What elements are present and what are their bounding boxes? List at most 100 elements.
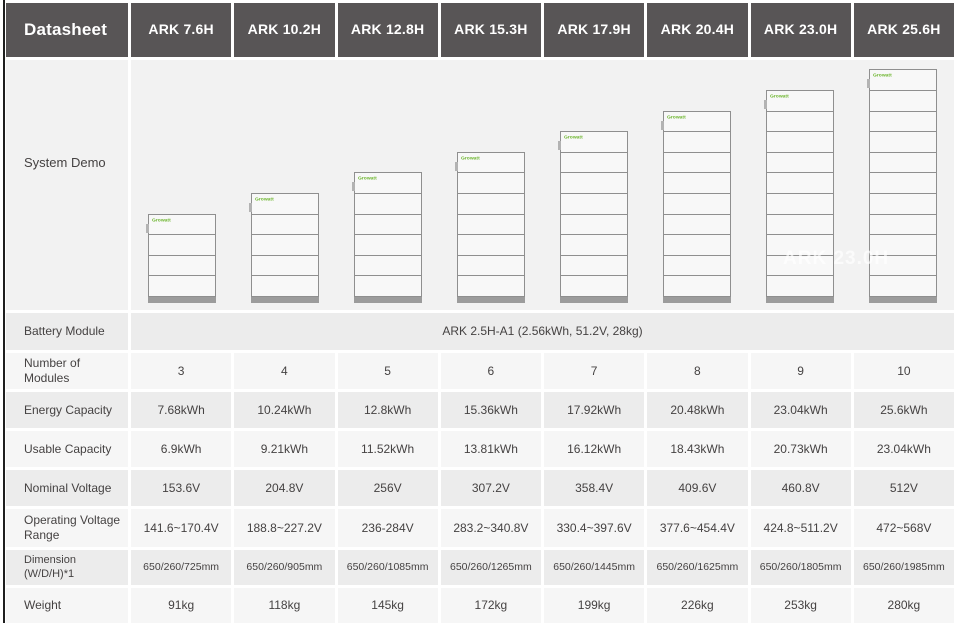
table-cell: 650/260/905mm [234,550,335,585]
column-header-ark-20-4h: ARK 20.4H [647,3,748,57]
stack-handle [352,182,356,192]
growatt-logo: Growatt [563,134,583,140]
table-cell: 15.36kWh [440,392,541,428]
battery-module-segment [354,234,423,256]
table-cell: 6 [440,353,541,389]
growatt-logo: Growatt [666,113,686,120]
stack-handle [146,223,150,233]
battery-module-segment [559,151,628,174]
column-header-ark-15-3h: ARK 15.3H [440,3,541,57]
row-label-number-of-modules: Number of Modules [6,353,128,389]
battery-module-segment [457,172,526,195]
table-cell: 188.8~227.2V [234,509,335,547]
battery-module-segment [868,131,937,153]
table-cell: 307.2V [440,470,541,506]
battery-top-module: Growatt [866,69,937,92]
battery-module-segment [868,90,937,112]
demo-stack-column: Growatt [851,60,954,310]
battery-module-segment [868,254,937,277]
battery-module-segment [765,234,834,256]
battery-module-segment [251,234,320,256]
battery-module-segment [354,275,423,297]
battery-module-segment [868,275,937,297]
battery-module-segment [868,193,937,215]
table-cell: 253kg [750,588,851,623]
battery-module-segment [457,213,526,236]
growatt-logo: Growatt [358,175,377,182]
battery-module-segment [765,151,834,174]
table-cell: 199kg [544,588,645,623]
battery-module-segment [559,254,628,277]
column-header-ark-12-8h: ARK 12.8H [337,3,438,57]
battery-module-segment [662,275,731,297]
table-cell: 16.12kWh [544,431,645,467]
table-cell: 18.43kWh [647,431,748,467]
battery-module-segment [457,275,526,297]
battery-stack: Growatt [763,90,834,303]
demo-stack-column: Growatt [440,60,543,310]
stack-base [251,297,320,303]
table-cell: 20.48kWh [647,392,748,428]
battery-module-segment [662,193,731,215]
battery-stack: Growatt [146,213,217,303]
battery-stack: Growatt [352,172,423,303]
stack-handle [866,79,870,89]
demo-stack-column: Growatt [543,60,646,310]
stack-base [148,297,217,303]
battery-module-segment [559,275,628,297]
row-label-nominal-voltage: Nominal Voltage [6,470,128,506]
demo-stack-column: Growatt [131,60,234,310]
battery-stack: Growatt [455,151,526,303]
table-cell: 10.24kWh [234,392,335,428]
battery-module-segment [765,213,834,236]
table-cell: 145kg [337,588,438,623]
battery-top-module: Growatt [660,110,731,133]
battery-module-segment [559,172,628,195]
table-cell: 12.8kWh [337,392,438,428]
battery-module-segment [662,151,731,174]
row-label-weight: Weight [6,588,128,623]
growatt-logo: Growatt [461,154,480,161]
table-cell: 409.6V [647,470,748,506]
table-cell: 512V [853,470,954,506]
table-cell: 650/260/1085mm [337,550,438,585]
battery-module-segment [765,172,834,195]
column-header-ark-10-2h: ARK 10.2H [234,3,335,57]
battery-module-segment [662,234,731,256]
battery-stack: Growatt [866,69,937,303]
battery-module-segment [148,234,217,256]
battery-module-segment [251,213,320,236]
battery-module-segment [868,110,937,133]
row-label-energy-capacity: Energy Capacity [6,392,128,428]
system-demo-label-text: System Demo [24,155,106,170]
table-cell: 7.68kWh [131,392,232,428]
table-cell: 424.8~511.2V [750,509,851,547]
battery-top-module: Growatt [352,172,423,195]
battery-module-segment [354,193,423,215]
battery-top-module: Growatt [763,90,834,112]
table-cell: 204.8V [234,470,335,506]
growatt-logo: Growatt [255,196,275,202]
table-cell: 23.04kWh [853,431,954,467]
system-demo-label: System Demo [6,60,128,310]
table-cell: 11.52kWh [337,431,438,467]
table-cell: 118kg [234,588,335,623]
battery-module-segment [868,213,937,236]
table-cell: 256V [337,470,438,506]
battery-top-module: Growatt [146,213,217,236]
table-cell: 650/260/1625mm [647,550,748,585]
table-cell: 91kg [131,588,232,623]
battery-module-segment [662,172,731,195]
table-cell: 10 [853,353,954,389]
table-cell: 7 [544,353,645,389]
battery-module-segment [559,193,628,215]
table-cell: 650/260/1805mm [750,550,851,585]
page-left-border [3,0,5,623]
stack-base [559,297,628,303]
column-header-ark-7-6h: ARK 7.6H [131,3,232,57]
battery-stack: Growatt [660,110,731,303]
table-cell: 17.92kWh [544,392,645,428]
table-cell: 650/260/1445mm [544,550,645,585]
battery-stack: Growatt [557,131,628,303]
